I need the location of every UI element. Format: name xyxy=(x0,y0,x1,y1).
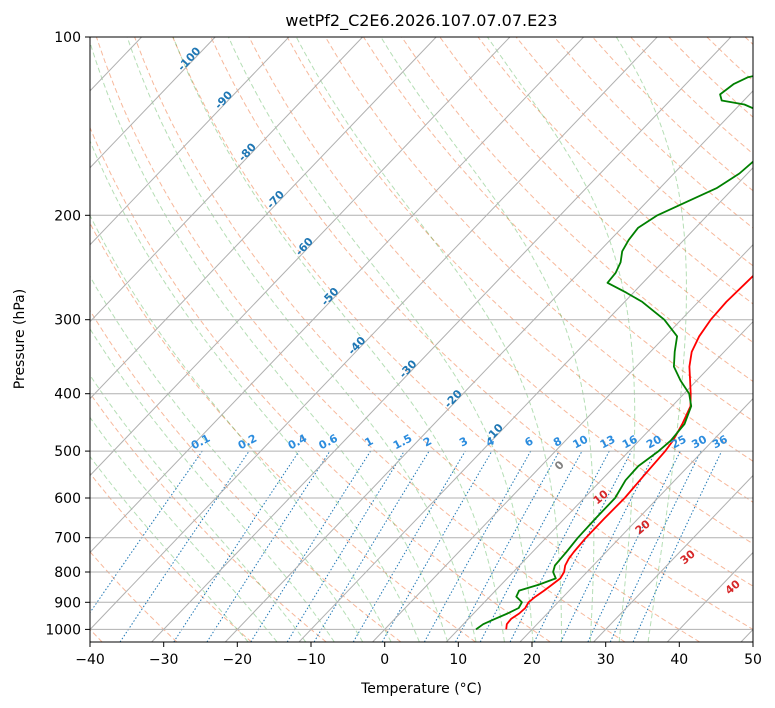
isotherm-line xyxy=(90,37,437,400)
isotherm-line xyxy=(151,37,732,642)
moist-adiabat-line xyxy=(90,374,307,642)
mixing-ratio-line xyxy=(206,450,331,642)
dry-adiabat-line xyxy=(210,37,753,587)
dry-adiabat-line xyxy=(134,37,700,642)
isotherm-line xyxy=(445,320,753,642)
x-tick-label: 20 xyxy=(523,652,541,668)
plot-frame xyxy=(89,36,754,643)
mixing-ratio-line xyxy=(90,450,203,614)
moist-adiabat-line xyxy=(615,37,687,642)
isotherm-line xyxy=(90,37,290,246)
background-lines xyxy=(90,37,753,642)
mixing-ratio-line xyxy=(119,450,250,642)
isotherm-line xyxy=(90,37,363,323)
mixing-ratio-line xyxy=(423,450,532,642)
x-tick-label: −30 xyxy=(149,652,179,668)
isotherm-line xyxy=(90,37,658,631)
mixing-ratio-label: 10 xyxy=(571,433,591,452)
x-tick-label: 30 xyxy=(597,652,615,668)
mixing-ratio-line xyxy=(455,450,560,642)
dry-adiabat-line xyxy=(90,222,476,642)
dewpoint-profile-line xyxy=(475,75,753,631)
x-axis-ticks: −40 −30 −20 −10 0 10 20 30 40 50 xyxy=(75,642,762,668)
x-tick-label: −20 xyxy=(223,652,253,668)
x-tick-label: 0 xyxy=(380,652,389,668)
moist-adiabat-line xyxy=(126,37,477,642)
moist-adiabat-line xyxy=(90,40,449,642)
sounding-profiles xyxy=(475,75,753,631)
mixing-ratio-line xyxy=(533,450,632,642)
plot-background xyxy=(90,37,753,642)
mixing-ratio-line xyxy=(509,450,610,642)
dry-adiabat-line xyxy=(90,550,178,642)
dry-adiabat-line xyxy=(90,472,252,642)
y-tick-label: 800 xyxy=(54,565,81,581)
x-tick-label: 10 xyxy=(449,652,467,668)
dry-adiabat-line xyxy=(172,37,753,630)
moist-adiabat-line xyxy=(172,37,505,642)
moist-adiabat-line xyxy=(295,37,563,642)
x-tick-label: 50 xyxy=(744,652,762,668)
moist-adiabat-line xyxy=(90,139,420,642)
y-tick-label: 100 xyxy=(54,30,81,46)
moist-adiabat-line xyxy=(90,416,278,642)
mixing-ratio-line xyxy=(587,450,681,642)
moist-adiabat-line xyxy=(90,327,335,642)
moist-adiabat-line xyxy=(228,37,534,642)
mixing-ratio-label: 30 xyxy=(689,433,709,452)
mixing-ratio-label: 20 xyxy=(644,433,664,452)
x-tick-label: 40 xyxy=(670,652,688,668)
x-axis-label: Temperature (°C) xyxy=(360,681,482,697)
isotherm-line xyxy=(90,37,216,169)
mixing-ratio-label: 13 xyxy=(598,433,618,452)
isotherm-line xyxy=(593,474,753,642)
mixing-ratio-line xyxy=(560,450,657,642)
dry-adiabat-line xyxy=(90,126,551,642)
mixing-ratio-label: 36 xyxy=(710,433,730,452)
moist-adiabat-line xyxy=(486,37,636,642)
pressure-gridlines xyxy=(90,37,753,630)
isotherm-line xyxy=(90,37,511,477)
y-tick-label: 900 xyxy=(54,595,81,611)
dry-adiabat-line xyxy=(363,37,753,422)
y-tick-label: 700 xyxy=(54,531,81,547)
y-tick-label: 500 xyxy=(54,444,81,460)
dry-adiabat-line xyxy=(439,37,753,344)
y-tick-label: 400 xyxy=(54,387,81,403)
mixing-ratio-line xyxy=(286,450,405,642)
moist-adiabat-line xyxy=(90,275,364,642)
isotherm-line xyxy=(372,244,753,642)
y-tick-label: 600 xyxy=(54,491,81,507)
dry-adiabat-line xyxy=(95,37,626,642)
moist-adiabat-line xyxy=(90,214,392,642)
moist-adiabat-line xyxy=(380,37,595,642)
mixing-ratio-line xyxy=(173,450,300,642)
mixing-ratio-line xyxy=(250,450,372,642)
mixing-ratio-label: 16 xyxy=(620,433,640,452)
mixing-ratio-line xyxy=(609,450,702,642)
isotherm-line xyxy=(224,90,753,642)
y-axis-ticks: 100 200 300 400 500 600 700 800 900 1000 xyxy=(45,30,90,638)
dry-adiabat-line xyxy=(477,37,753,305)
y-axis-label: Pressure (hPa) xyxy=(12,289,28,389)
x-tick-label: −40 xyxy=(75,652,105,668)
x-tick-label: −10 xyxy=(296,652,326,668)
y-tick-label: 1000 xyxy=(45,622,81,638)
isotherm-line xyxy=(298,167,753,642)
mixing-ratio-label: 25 xyxy=(669,433,689,452)
mixing-ratio-line xyxy=(632,450,723,642)
isotherm-line xyxy=(90,37,584,554)
temperature-profile-line xyxy=(505,274,753,630)
isotherm-line xyxy=(519,397,753,642)
chart-title: wetPf2_C2E6.2026.107.07.07.E23 xyxy=(285,11,557,31)
y-tick-label: 300 xyxy=(54,313,81,329)
dry-adiabat-line xyxy=(324,37,753,462)
mixing-ratio-line xyxy=(313,450,430,642)
y-tick-label: 200 xyxy=(54,208,81,224)
